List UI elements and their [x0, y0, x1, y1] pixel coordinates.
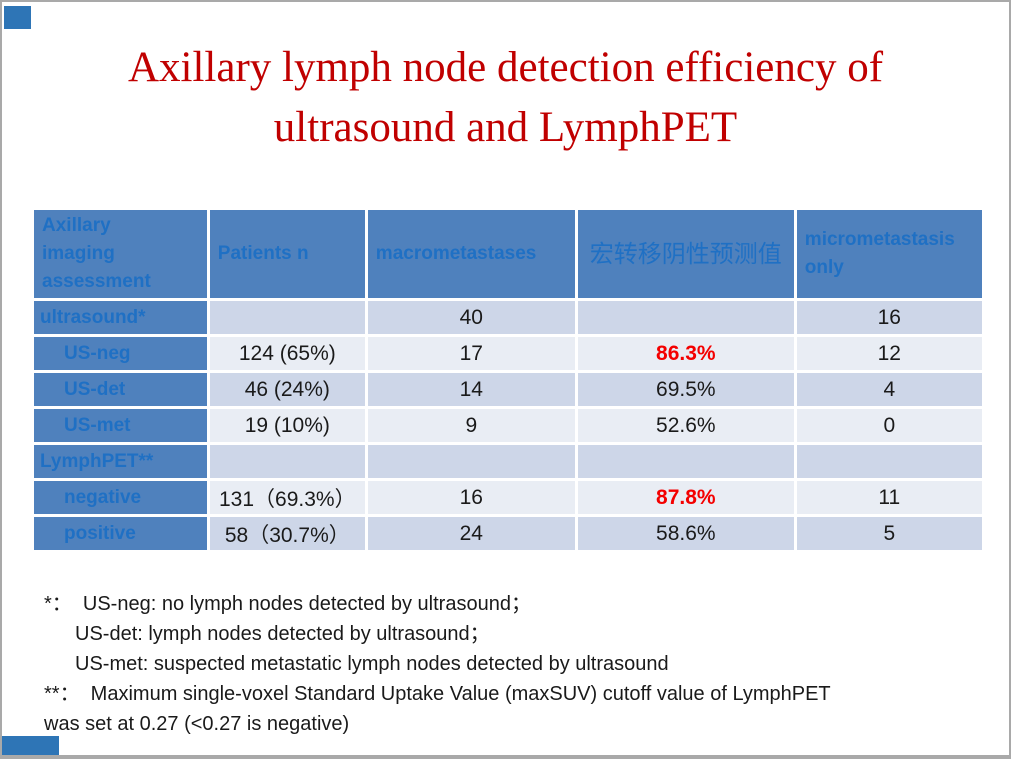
- footnote-line: US-met: suspected metastatic lymph nodes…: [75, 653, 669, 675]
- cell-micro: 4: [796, 373, 982, 406]
- cell-npv: 69.5%: [577, 373, 794, 406]
- col-header-assessment: Axillary imaging assessment: [34, 210, 207, 298]
- cell-patients: 131（69.3%）: [209, 481, 365, 514]
- row-label: negative: [34, 481, 207, 514]
- table-row: ultrasound* 40 16: [34, 301, 982, 334]
- table-row: US-met 19 (10%) 9 52.6% 0: [34, 409, 982, 442]
- row-label: positive: [34, 517, 207, 550]
- cell-patients: [209, 301, 365, 334]
- table-header-row: Axillary imaging assessment Patients n m…: [34, 210, 982, 298]
- cell-macro: 24: [367, 517, 575, 550]
- row-label: US-met: [34, 409, 207, 442]
- table-row: positive 58（30.7%） 24 58.6% 5: [34, 517, 982, 550]
- cell-patients: 46 (24%): [209, 373, 365, 406]
- cell-macro: 16: [367, 481, 575, 514]
- row-label: ultrasound*: [34, 301, 207, 334]
- cell-npv-highlighted: 87.8%: [577, 481, 794, 514]
- cell-npv: 58.6%: [577, 517, 794, 550]
- slide-title: Axillary lymph node detection efficiency…: [2, 38, 1009, 158]
- cell-npv: [577, 445, 794, 478]
- cell-npv: 52.6%: [577, 409, 794, 442]
- row-label: US-neg: [34, 337, 207, 370]
- cell-macro: 17: [367, 337, 575, 370]
- cell-micro: [796, 445, 982, 478]
- cell-macro: 9: [367, 409, 575, 442]
- cell-macro: [367, 445, 575, 478]
- cell-micro: 0: [796, 409, 982, 442]
- col-header-micrometastasis: micrometastasis only: [796, 210, 982, 298]
- corner-accent-top-left: [4, 6, 31, 29]
- row-label: LymphPET**: [34, 445, 207, 478]
- cell-patients: 124 (65%): [209, 337, 365, 370]
- cell-micro: 16: [796, 301, 982, 334]
- footnote-line: **： Maximum single-voxel Standard Uptake…: [44, 683, 831, 705]
- table-row: negative 131（69.3%） 16 87.8% 11: [34, 481, 982, 514]
- cell-macro: 40: [367, 301, 575, 334]
- title-line-1: Axillary lymph node detection efficiency…: [127, 44, 884, 91]
- table-row: US-neg 124 (65%) 17 86.3% 12: [34, 337, 982, 370]
- cell-macro: 14: [367, 373, 575, 406]
- cell-npv: [577, 301, 794, 334]
- footnotes-block: *： US-neg: no lymph nodes detected by ul…: [44, 589, 994, 739]
- cell-micro: 5: [796, 517, 982, 550]
- title-line-2: ultrasound and LymphPET: [273, 104, 738, 151]
- table-row: LymphPET**: [34, 445, 982, 478]
- footnote-line: was set at 0.27 (<0.27 is negative): [44, 713, 350, 735]
- corner-accent-bottom-left: [2, 736, 59, 755]
- cell-micro: 11: [796, 481, 982, 514]
- cell-patients: 19 (10%): [209, 409, 365, 442]
- col-header-macrometastases: macrometastases: [367, 210, 575, 298]
- table-row: US-det 46 (24%) 14 69.5% 4: [34, 373, 982, 406]
- cell-patients: [209, 445, 365, 478]
- footnote-line: *： US-neg: no lymph nodes detected by ul…: [44, 593, 531, 615]
- cell-micro: 12: [796, 337, 982, 370]
- cell-npv-highlighted: 86.3%: [577, 337, 794, 370]
- results-table: Axillary imaging assessment Patients n m…: [31, 207, 985, 553]
- row-label: US-det: [34, 373, 207, 406]
- cell-patients: 58（30.7%）: [209, 517, 365, 550]
- col-header-patients: Patients n: [209, 210, 365, 298]
- footnote-line: US-det: lymph nodes detected by ultrasou…: [75, 623, 490, 645]
- col-header-npv-chinese: 宏转移阴性预测值: [577, 210, 794, 298]
